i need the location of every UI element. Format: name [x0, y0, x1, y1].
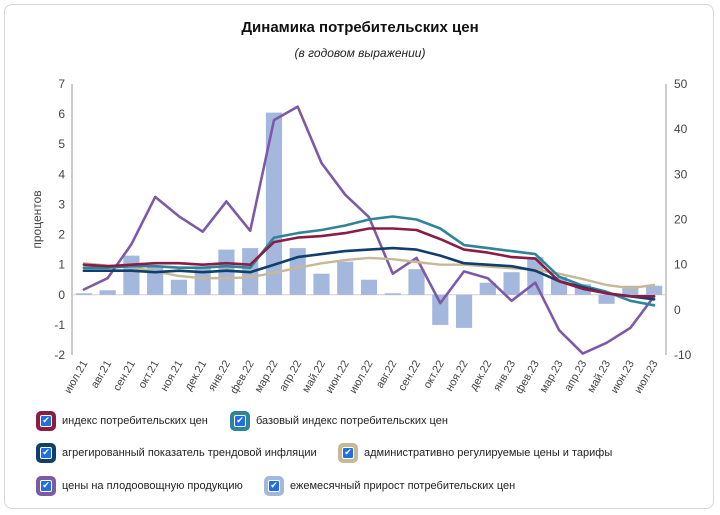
y2-tick-label: -10 — [674, 348, 692, 362]
bar — [479, 282, 496, 295]
bar — [360, 279, 378, 295]
x-tick-label: ноя.22 — [444, 359, 471, 394]
x-tick-label: фев.23 — [513, 359, 542, 396]
checkbox-icon[interactable]: ✔ — [40, 480, 52, 492]
x-tick-label: окт.22 — [421, 359, 446, 391]
y-axis-label: процентов — [30, 190, 44, 248]
series-line — [82, 215, 656, 307]
bar — [99, 290, 116, 295]
bar — [598, 294, 615, 304]
series-line — [82, 256, 656, 290]
bar — [170, 279, 187, 295]
y-tick-label: -2 — [54, 348, 65, 362]
y2-tick-label: 0 — [674, 303, 681, 317]
checkbox-icon[interactable]: ✔ — [40, 415, 52, 427]
bar — [408, 269, 425, 295]
y-tick-label: 4 — [58, 167, 65, 181]
legend-swatch: ✔ — [230, 411, 250, 431]
chart-subtitle: (в годовом выражении) — [294, 46, 426, 60]
legend-label: агрегированный показатель трендовой инфл… — [62, 447, 317, 459]
bar — [432, 294, 449, 325]
y2-tick-label: 10 — [674, 258, 688, 272]
y-tick-label: 1 — [58, 258, 65, 272]
y-tick-label: -1 — [54, 318, 65, 332]
legend-swatch: ✔ — [36, 476, 56, 496]
y-tick-label: 2 — [58, 228, 65, 242]
checkbox-icon[interactable]: ✔ — [234, 415, 246, 427]
legend-swatch: ✔ — [36, 443, 56, 463]
checkbox-icon[interactable]: ✔ — [342, 447, 354, 459]
y-tick-label: 3 — [58, 197, 65, 211]
bar — [123, 255, 140, 295]
x-tick-label: мар.23 — [538, 359, 566, 395]
bar — [194, 267, 211, 295]
bar — [646, 285, 663, 295]
bar — [384, 293, 401, 295]
x-tick-label: ноя.21 — [158, 359, 185, 394]
bar — [313, 273, 330, 295]
y2-tick-label: 40 — [674, 122, 688, 136]
legend-swatch: ✔ — [264, 476, 284, 496]
y-tick-label: 6 — [58, 107, 65, 121]
y-tick-label: 7 — [58, 77, 65, 91]
x-tick-label: авг.22 — [374, 359, 399, 391]
x-tick-label: июл.22 — [347, 359, 375, 396]
legend-swatch: ✔ — [338, 443, 358, 463]
bar — [503, 272, 520, 295]
bar — [455, 294, 473, 328]
series-line — [82, 227, 656, 298]
bar — [622, 285, 639, 295]
bar — [337, 261, 354, 295]
legend-label: индекс потребительских цен — [62, 415, 208, 427]
x-tick-label: окт.21 — [136, 359, 161, 391]
legend-label: цены на плодоовощную продукцию — [62, 480, 243, 492]
legend-item-fruit-veg[interactable]: ✔ цены на плодоовощную продукцию — [36, 475, 243, 497]
series-line — [82, 105, 656, 355]
x-tick-label: июл.23 — [632, 359, 660, 396]
legend-item-regulated-prices[interactable]: ✔ административно регулируемые цены и та… — [338, 442, 612, 464]
y-tick-label: 0 — [58, 288, 65, 302]
legend-swatch: ✔ — [36, 411, 56, 431]
checkbox-icon[interactable]: ✔ — [268, 480, 280, 492]
x-tick-label: июл.21 — [62, 359, 90, 396]
y2-tick-label: 30 — [674, 167, 688, 181]
legend-item-trend-inflation[interactable]: ✔ агрегированный показатель трендовой ин… — [36, 442, 317, 464]
y2-tick-label: 20 — [674, 213, 688, 227]
x-tick-label: сен.21 — [111, 359, 138, 394]
bar — [265, 112, 283, 295]
y2-tick-label: 50 — [674, 77, 688, 91]
legend-item-monthly-growth[interactable]: ✔ ежемесячный прирост потребительских це… — [264, 475, 515, 497]
x-tick-label: авг.21 — [89, 359, 114, 391]
legend-label: базовый индекс потребительских цен — [256, 415, 448, 427]
bar — [289, 248, 306, 295]
bar — [218, 249, 235, 295]
x-tick-label: сен.22 — [396, 359, 423, 394]
checkbox-icon[interactable]: ✔ — [40, 447, 52, 459]
y-tick-label: 5 — [58, 137, 65, 151]
legend-item-core-cpi[interactable]: ✔ базовый индекс потребительских цен — [230, 410, 448, 432]
x-tick-label: мар.22 — [253, 359, 281, 395]
legend-label: ежемесячный прирост потребительских цен — [290, 480, 516, 492]
chart-title: Динамика потребительских цен — [241, 19, 479, 36]
legend-label: административно регулируемые цены и тари… — [364, 447, 613, 459]
x-tick-label: фев.22 — [228, 359, 257, 396]
bar — [75, 293, 92, 295]
legend-item-cpi[interactable]: ✔ индекс потребительских цен — [36, 410, 208, 432]
